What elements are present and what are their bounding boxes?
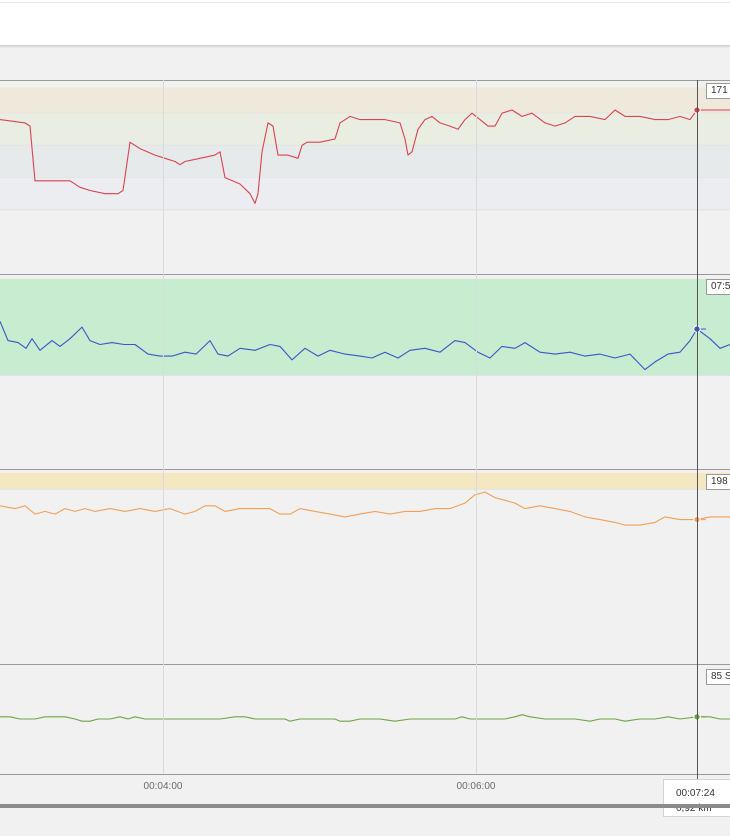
heart-rate-zone-band — [0, 113, 730, 146]
stride-value-label: 85 S — [706, 669, 730, 685]
heart-rate-zone-band — [0, 87, 730, 114]
cadence-series-line — [0, 491, 730, 526]
cadence-value-label: 198 — [706, 474, 730, 490]
heart-rate-series-line — [0, 109, 730, 204]
timeline-scrollbar[interactable] — [0, 804, 730, 808]
cursor-time: 00:07:24 — [676, 788, 715, 799]
pace-zone-band — [0, 278, 730, 376]
heart-rate-zone-band — [0, 177, 730, 210]
top-toolbar — [0, 0, 730, 46]
time-tick-label: 00:04:00 — [143, 781, 183, 792]
stride-series-line — [0, 714, 730, 722]
cursor-distance: 0,92 km — [676, 803, 712, 814]
heart-rate-value-label: 171 — [706, 83, 730, 99]
bottom-bar — [0, 821, 730, 836]
cursor-tooltip: 00:07:24 0,92 km — [663, 779, 730, 817]
heart-rate-zone-band — [0, 145, 730, 178]
pace-series-line — [0, 321, 730, 371]
cadence-zone-band — [0, 472, 730, 490]
toolbar-divider — [0, 2, 730, 3]
pace-value-label: 07:5 — [706, 279, 730, 295]
time-tick-label: 00:06:00 — [456, 781, 496, 792]
